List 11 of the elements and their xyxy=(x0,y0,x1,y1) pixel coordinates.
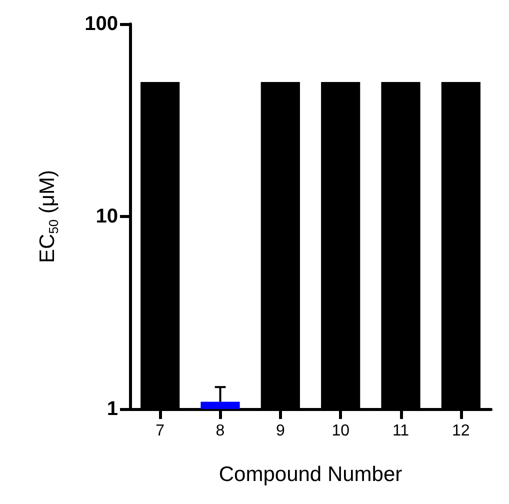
y-tick-label: 1 xyxy=(106,398,118,420)
x-tick-label: 9 xyxy=(276,422,285,440)
x-tick-label: 10 xyxy=(332,422,350,440)
x-axis-title: Compound Number xyxy=(218,463,402,486)
y-axis-title: EC50 (μM) xyxy=(36,170,61,264)
x-tick-label: 8 xyxy=(216,422,225,440)
y-tick-label: 100 xyxy=(84,13,118,35)
x-tick-label: 11 xyxy=(392,422,410,440)
x-tick-label: 7 xyxy=(156,422,165,440)
x-tick-label: 12 xyxy=(452,422,470,440)
y-tick-label: 10 xyxy=(96,206,118,228)
